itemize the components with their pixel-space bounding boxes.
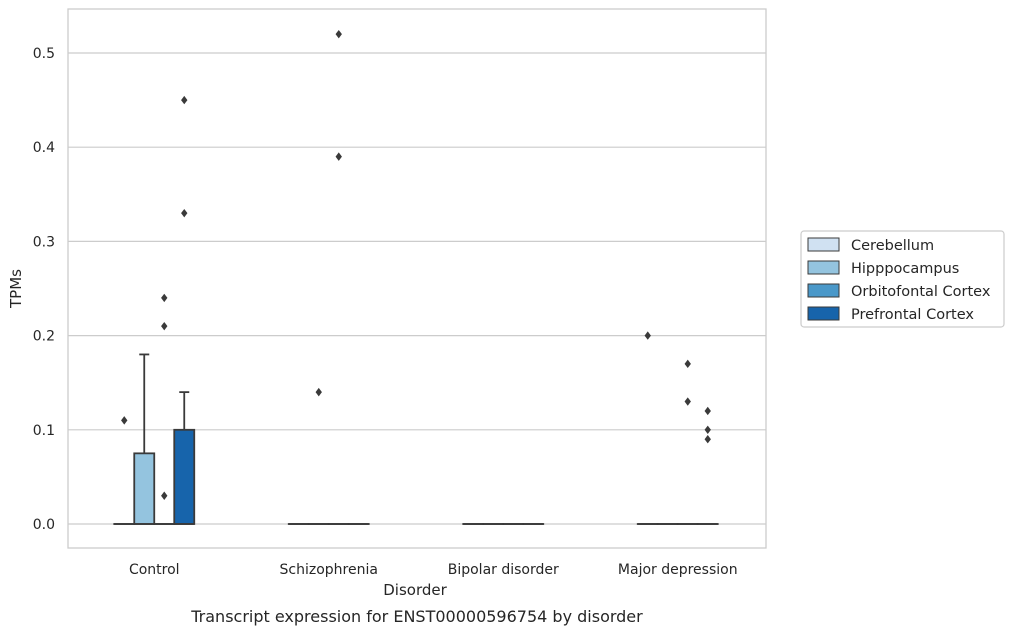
x-axis-label: Disorder [383,581,447,599]
legend-swatch [807,260,840,275]
legend-swatch [807,283,840,298]
y-tick-label: 0.3 [33,234,55,250]
outlier-point [181,208,188,218]
outlier-point [704,425,711,434]
legend-label: Prefrontal Cortex [851,307,974,323]
x-tick-label: Bipolar disorder [448,562,559,578]
chart-caption: Transcript expression for ENST0000059675… [190,607,643,626]
x-tick-label: Schizophrenia [280,562,378,578]
outlier-point [704,406,711,416]
legend-frame [800,230,1005,328]
outliers [121,29,711,500]
legend-swatch [807,306,840,321]
y-axis-label: TPMs [7,269,25,309]
y-tick-label: 0.1 [33,423,55,439]
outlier-point [161,491,168,500]
y-tick-label: 0.2 [33,329,55,345]
outlier-point [161,293,168,303]
legend-label: Cerebellum [851,238,934,254]
y-axis-ticks: 0.0 0.1 0.2 0.3 0.4 0.5 [33,46,55,533]
plot-area-frame [67,8,767,549]
outlier-point [315,387,322,397]
outlier-point [335,29,342,39]
box-body [133,452,156,525]
x-tick-label: Control [129,562,180,578]
legend: Cerebellum Hipppocampus Orbitofontal Corte… [800,230,1005,328]
box-hipppocampus [133,353,156,525]
y-tick-label: 0.0 [33,517,55,533]
outlier-point [335,152,342,161]
grid-lines [68,52,766,525]
outlier-point [684,359,691,369]
y-tick-label: 0.4 [33,140,55,156]
x-tick-label: Major depression [618,562,738,578]
outlier-point [181,95,188,105]
box-body [173,428,196,525]
outlier-point [704,435,711,444]
outlier-point [684,397,691,406]
legend-swatch [807,237,840,252]
box-prefrontal-cortex [173,391,196,525]
legend-label: Orbitofontal Cortex [851,284,991,300]
boxes [113,353,719,525]
y-tick-label: 0.5 [33,46,55,62]
outlier-point [121,416,128,425]
outlier-point [644,331,651,340]
legend-label: Hipppocampus [851,261,959,277]
x-axis-ticks: Control Schizophrenia Bipolar disorder Majo… [129,562,738,578]
outlier-point [161,321,168,331]
